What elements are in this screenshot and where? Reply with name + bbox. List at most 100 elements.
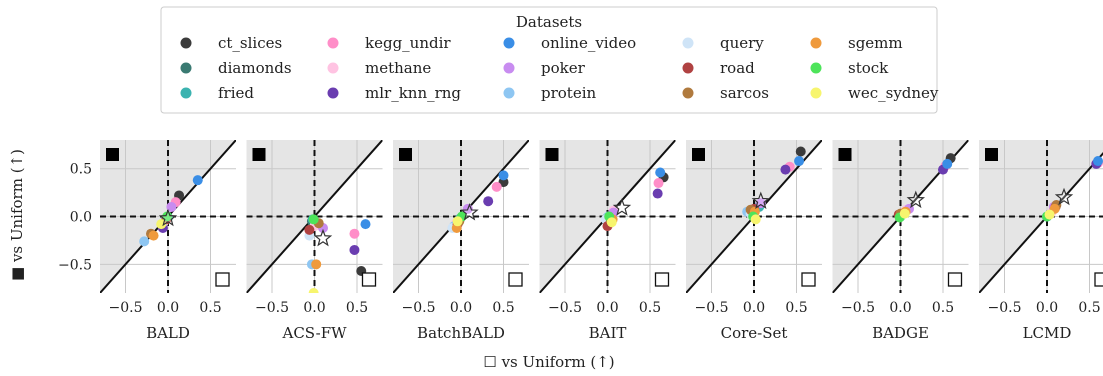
legend-label: sgemm [848,34,903,52]
x-tick-label: 0.0 [303,300,325,316]
filled-square-icon [545,148,559,161]
legend-marker [810,62,822,74]
legend-marker [180,37,192,49]
x-tick-label: 0.0 [596,300,618,316]
legend-entry-methane: methane [327,59,431,77]
legend-label: ct_slices [218,34,282,52]
legend-entry-sgemm: sgemm [810,34,903,52]
y-tick-label: −0.5 [58,257,92,273]
panel-bait: −0.5 0.0 0.5 BAIT [539,140,676,342]
legend-marker [682,87,694,99]
x-tick-label: −0.5 [988,300,1022,316]
panel-title: BAIT [589,324,627,342]
star-marker [313,228,333,247]
empty-square-icon [508,272,523,287]
star-marker [158,208,178,227]
point-online-video [794,156,805,167]
point-wec-sydney [606,217,617,228]
point-mlr-knn-rng [349,244,360,255]
point-mlr-knn-rng [483,196,494,207]
x-tick-label: 0.0 [889,300,911,316]
legend-entry-wec-sydney: wec_sydney [810,84,939,102]
x-tick-label: −0.5 [402,300,436,316]
x-tick-label: −0.5 [109,300,143,316]
legend-label: road [720,59,755,77]
filled-square-icon [838,148,852,161]
y-tick-label: 0.0 [70,210,92,226]
legend-label: online_video [541,34,636,52]
legend-marker [810,87,822,99]
legend-entry-road: road [682,59,755,77]
point-mlr-knn-rng [780,164,791,175]
x-tick-label: 0.0 [743,300,765,316]
empty-square-icon [801,272,816,287]
x-tick-label: 0.5 [785,300,807,316]
legend-label: methane [365,59,431,77]
panel-title: BALD [146,324,190,342]
point-kegg-undir [349,228,360,239]
point-kegg-undir [653,178,664,189]
x-tick-label: 0.5 [492,300,514,316]
panel-title: ACS-FW [281,324,347,342]
panel-lcmd: −0.5 0.0 0.5 LCMD [979,140,1103,342]
point-online-video [192,175,203,186]
x-tick-label: 0.5 [1078,300,1100,316]
point-online-video [360,219,371,230]
legend-entry-query: query [682,34,764,52]
empty-square-icon [947,272,963,287]
point-wec-sydney [899,208,910,219]
star-marker [612,198,632,216]
legend-entry-diamonds: diamonds [180,59,292,77]
point-kegg-undir [491,181,502,192]
x-tick-label: −0.5 [695,300,729,316]
legend-label: wec_sydney [848,84,939,102]
panel-title: Core-Set [721,324,788,342]
x-tick-label: 0.0 [157,300,179,316]
filled-square-icon [106,148,119,161]
x-tick-label: 0.5 [346,300,368,316]
y-axis-label: ■ vs Uniform (↑) [8,149,26,281]
x-tick-label: 0.5 [639,300,661,316]
legend-marker [180,87,192,99]
legend: Datasets ct_slices diamonds fried kegg_undi… [160,6,939,114]
legend-marker [682,37,694,49]
legend-label: diamonds [218,59,292,77]
filled-square-icon [985,148,998,161]
x-tick-label: 0.0 [450,300,472,316]
x-tick-label: 0.5 [199,300,221,316]
point-online-video [498,170,509,181]
legend-title: Datasets [516,13,582,31]
points [742,146,806,225]
star-marker [906,190,926,209]
panel-title: BatchBALD [417,324,505,342]
y-tick-label: 0.5 [70,162,92,178]
points [304,214,371,293]
point-mlr-knn-rng [652,188,663,199]
point-road [304,224,315,235]
legend-marker [682,62,694,74]
points [600,167,669,232]
star-marker [1054,187,1074,206]
empty-square-icon [1094,272,1103,287]
x-tick-label: 0.5 [932,300,954,316]
legend-label: poker [541,59,586,77]
point-online-video [655,167,666,178]
empty-square-icon [654,272,670,287]
legend-label: stock [848,59,889,77]
points [1042,156,1103,222]
legend-marker [503,62,515,74]
legend-entry-poker: poker [503,59,586,77]
panel-title: BADGE [872,324,929,342]
legend-label: protein [541,84,597,102]
x-axis-label: ☐ vs Uniform (↑) [483,353,614,371]
legend-entry-kegg-undir: kegg_undir [327,34,451,52]
legend-entry-ct-slices: ct_slices [180,34,282,52]
panel-title: LCMD [1023,324,1072,342]
x-tick-label: 0.0 [1036,300,1058,316]
star-marker [460,202,479,221]
point-online-video [1093,156,1103,167]
legend-marker [180,62,192,74]
legend-marker [503,87,515,99]
